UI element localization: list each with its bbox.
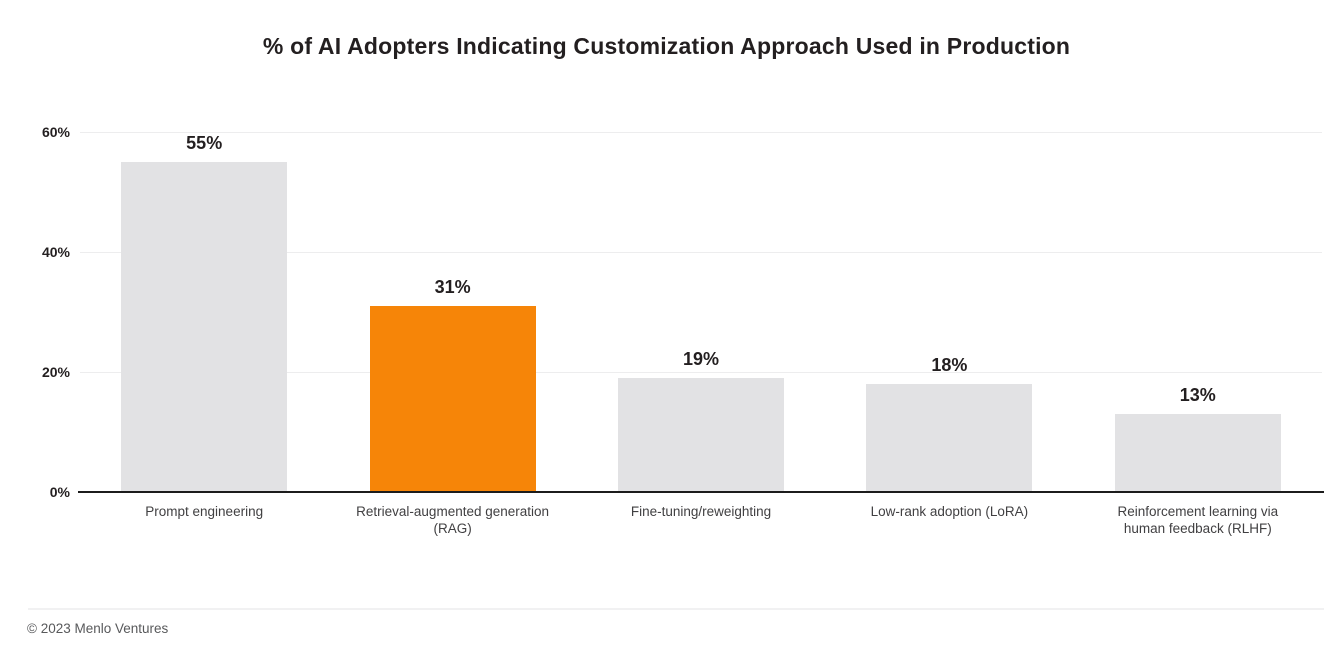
x-axis-line xyxy=(78,491,1324,493)
y-axis-tick-label: 40% xyxy=(41,244,70,260)
category-label-text: Reinforcement learning via human feedbac… xyxy=(1117,504,1279,536)
category-label-text: Low-rank adoption (LoRA) xyxy=(870,504,1029,519)
y-axis-tick-label: 0% xyxy=(49,484,70,500)
footer-divider xyxy=(28,608,1324,610)
bar-value-label: 13% xyxy=(1179,385,1216,405)
bar-value-label: 18% xyxy=(931,355,968,375)
y-axis-tick-label: 60% xyxy=(41,124,70,140)
gridline xyxy=(80,132,1322,133)
bar xyxy=(866,384,1033,492)
bar xyxy=(1114,414,1281,492)
chart-title: % of AI Adopters Indicating Customizatio… xyxy=(262,33,1071,59)
category-label-text: Retrieval-augmented generation (RAG) xyxy=(356,504,550,536)
category-label: Fine-tuning/reweighting xyxy=(576,503,826,521)
gridline xyxy=(80,252,1322,253)
category-label: Prompt engineering xyxy=(79,503,329,521)
source-attribution: © 2023 Menlo Ventures xyxy=(27,621,169,636)
category-label: Retrieval-augmented generation (RAG) xyxy=(328,503,578,538)
bar xyxy=(121,162,288,492)
bar xyxy=(618,378,784,492)
bar xyxy=(369,306,536,492)
bar-value-label: 19% xyxy=(682,349,720,369)
bar-value-label: 55% xyxy=(186,133,223,153)
bar-value-label: 31% xyxy=(434,277,471,297)
gridline xyxy=(80,372,1322,373)
category-label: Reinforcement learning via human feedbac… xyxy=(1073,503,1323,538)
y-axis-tick-label: 20% xyxy=(41,364,70,380)
category-label: Low-rank adoption (LoRA) xyxy=(824,503,1074,521)
category-label-text: Prompt engineering xyxy=(145,504,264,519)
category-label-text: Fine-tuning/reweighting xyxy=(630,504,772,519)
